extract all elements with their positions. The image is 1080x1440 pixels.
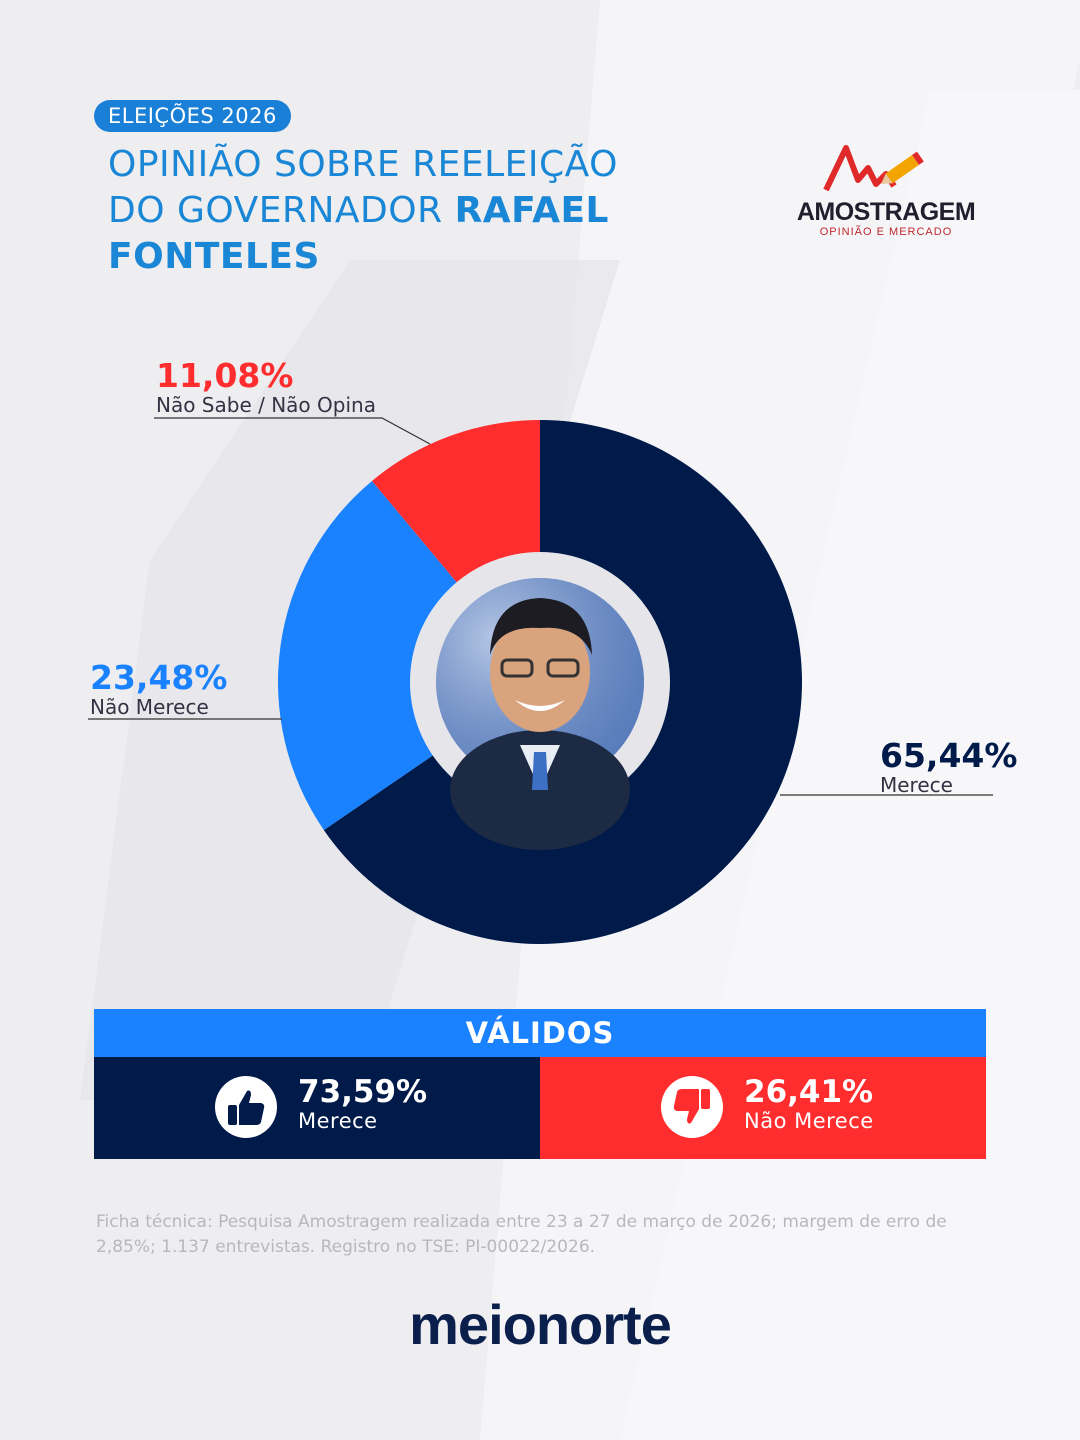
footnote: Ficha técnica: Pesquisa Amostragem reali…: [96, 1212, 947, 1257]
page-title: OPINIÃO SOBRE REELEIÇÃO DO GOVERNADOR RA…: [108, 142, 728, 280]
logo-tagline: OPINIÃO E MERCADO: [819, 226, 953, 238]
meionorte-logo: meionorte: [409, 1293, 672, 1356]
pct-nao-opina: 11,08%: [156, 356, 294, 395]
pct-merece: 65,44%: [880, 736, 1018, 775]
thumbs-up-icon: [215, 1076, 277, 1138]
pct-nao-merece: 23,48%: [90, 658, 228, 697]
validos-nao-merece: 26,41% Não Merece: [540, 1057, 986, 1159]
title-name-last: FONTELES: [108, 236, 320, 277]
title-line-1: OPINIÃO SOBRE REELEIÇÃO: [108, 144, 618, 185]
label-nao-opina: 11,08% Não Sabe / Não Opina: [156, 356, 376, 417]
label-nao-merece: 23,48% Não Merece: [90, 658, 228, 719]
logo-name: AMOSTRAGEM: [796, 198, 976, 226]
title-line-2: DO GOVERNADOR: [108, 190, 455, 231]
merece-valid-label: Merece: [298, 1109, 378, 1133]
name-nao-opina: Não Sabe / Não Opina: [156, 393, 376, 417]
nao-merece-valid-pct: 26,41%: [744, 1074, 874, 1110]
governor-portrait: [436, 578, 644, 850]
label-merece: 65,44% Merece: [880, 736, 1018, 797]
merece-valid-pct: 73,59%: [298, 1074, 428, 1110]
slice-nao-merece: [278, 480, 540, 831]
election-badge: ELEIÇÕES 2026: [94, 100, 291, 132]
nao-merece-valid-label: Não Merece: [744, 1109, 874, 1133]
validos-header: VÁLIDOS: [94, 1009, 986, 1057]
validos-merece: 73,59% Merece: [94, 1057, 540, 1159]
donut-chart: [88, 417, 993, 944]
name-merece: Merece: [880, 773, 953, 797]
thumbs-down-icon: [661, 1076, 723, 1138]
name-nao-merece: Não Merece: [90, 695, 209, 719]
pencil-chart-icon: [823, 145, 924, 192]
amostragem-logo: AMOSTRAGEM OPINIÃO E MERCADO: [786, 140, 986, 240]
title-name-first: RAFAEL: [454, 190, 609, 231]
